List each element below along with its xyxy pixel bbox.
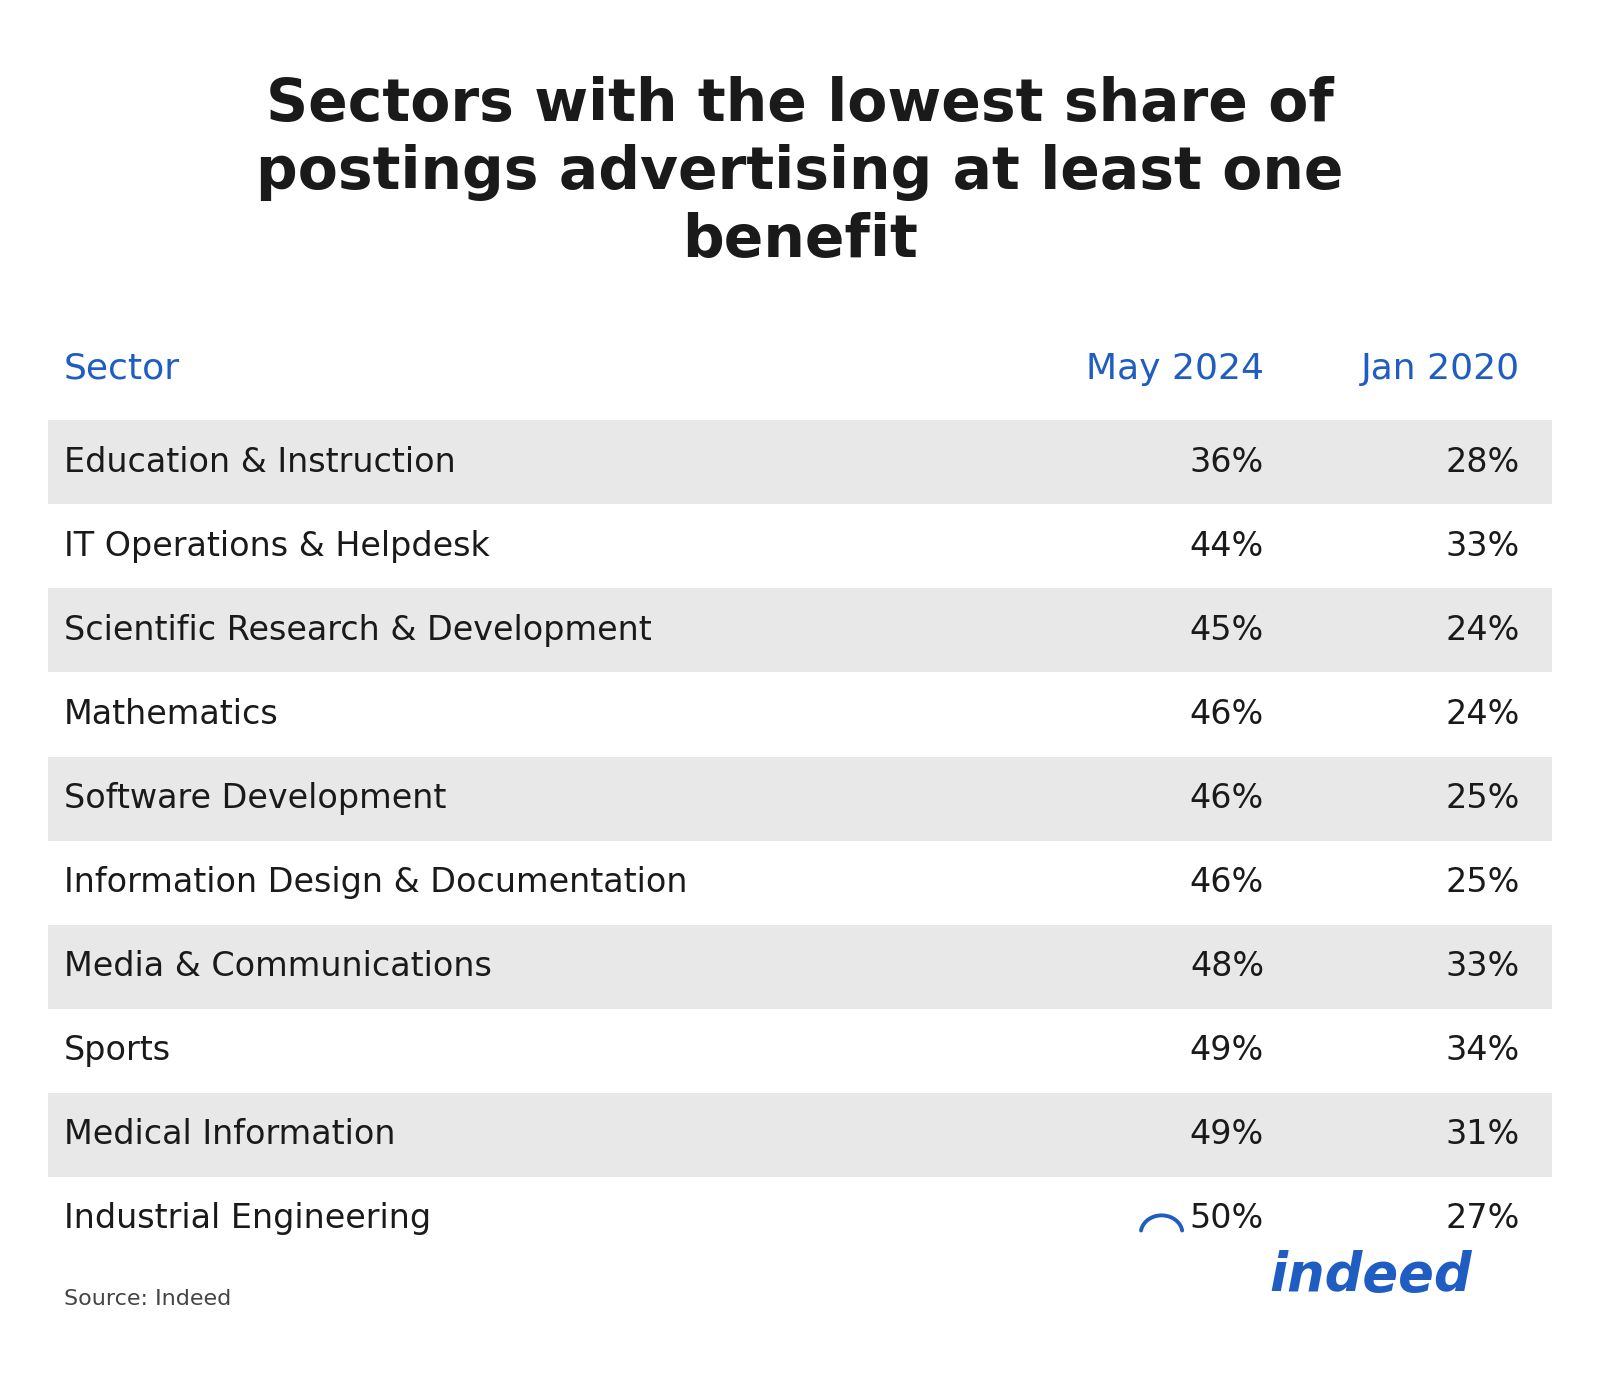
Bar (48, 1093, 1552, 1177)
Text: indeed: indeed (1269, 1250, 1472, 1302)
Text: 46%: 46% (1190, 867, 1264, 898)
Text: Industrial Engineering: Industrial Engineering (64, 1203, 430, 1235)
Text: 24%: 24% (1446, 699, 1520, 730)
Text: 27%: 27% (1446, 1203, 1520, 1235)
Text: Software Development: Software Development (64, 783, 446, 814)
Bar (48, 588, 1552, 672)
Text: 25%: 25% (1446, 867, 1520, 898)
Text: Mathematics: Mathematics (64, 699, 278, 730)
Text: 46%: 46% (1190, 699, 1264, 730)
Text: Education & Instruction: Education & Instruction (64, 446, 456, 478)
Text: 33%: 33% (1446, 951, 1520, 983)
Text: IT Operations & Helpdesk: IT Operations & Helpdesk (64, 531, 490, 562)
Text: 25%: 25% (1446, 783, 1520, 814)
Text: 34%: 34% (1446, 1035, 1520, 1067)
Text: May 2024: May 2024 (1086, 351, 1264, 386)
Text: 46%: 46% (1190, 783, 1264, 814)
Text: Scientific Research & Development: Scientific Research & Development (64, 615, 651, 646)
Text: Jan 2020: Jan 2020 (1362, 351, 1520, 386)
Text: Sports: Sports (64, 1035, 171, 1067)
Bar (48, 1009, 1552, 1093)
Text: 49%: 49% (1190, 1119, 1264, 1151)
Text: 48%: 48% (1190, 951, 1264, 983)
Text: 24%: 24% (1446, 615, 1520, 646)
Bar (48, 1177, 1552, 1261)
Text: 31%: 31% (1446, 1119, 1520, 1151)
Text: 45%: 45% (1190, 615, 1264, 646)
Text: 49%: 49% (1190, 1035, 1264, 1067)
Text: 33%: 33% (1446, 531, 1520, 562)
Text: 50%: 50% (1190, 1203, 1264, 1235)
Text: Medical Information: Medical Information (64, 1119, 395, 1151)
Text: 28%: 28% (1446, 446, 1520, 478)
Bar (48, 841, 1552, 925)
Bar (48, 420, 1552, 504)
Bar (48, 925, 1552, 1009)
Bar (48, 504, 1552, 588)
Bar (48, 757, 1552, 841)
Text: Sectors with the lowest share of
postings advertising at least one
benefit: Sectors with the lowest share of posting… (256, 76, 1344, 269)
Text: Information Design & Documentation: Information Design & Documentation (64, 867, 688, 898)
Text: Source: Indeed: Source: Indeed (64, 1288, 232, 1309)
Bar (48, 672, 1552, 757)
Text: 36%: 36% (1190, 446, 1264, 478)
Text: Sector: Sector (64, 351, 181, 386)
Text: Media & Communications: Media & Communications (64, 951, 491, 983)
Text: 44%: 44% (1190, 531, 1264, 562)
